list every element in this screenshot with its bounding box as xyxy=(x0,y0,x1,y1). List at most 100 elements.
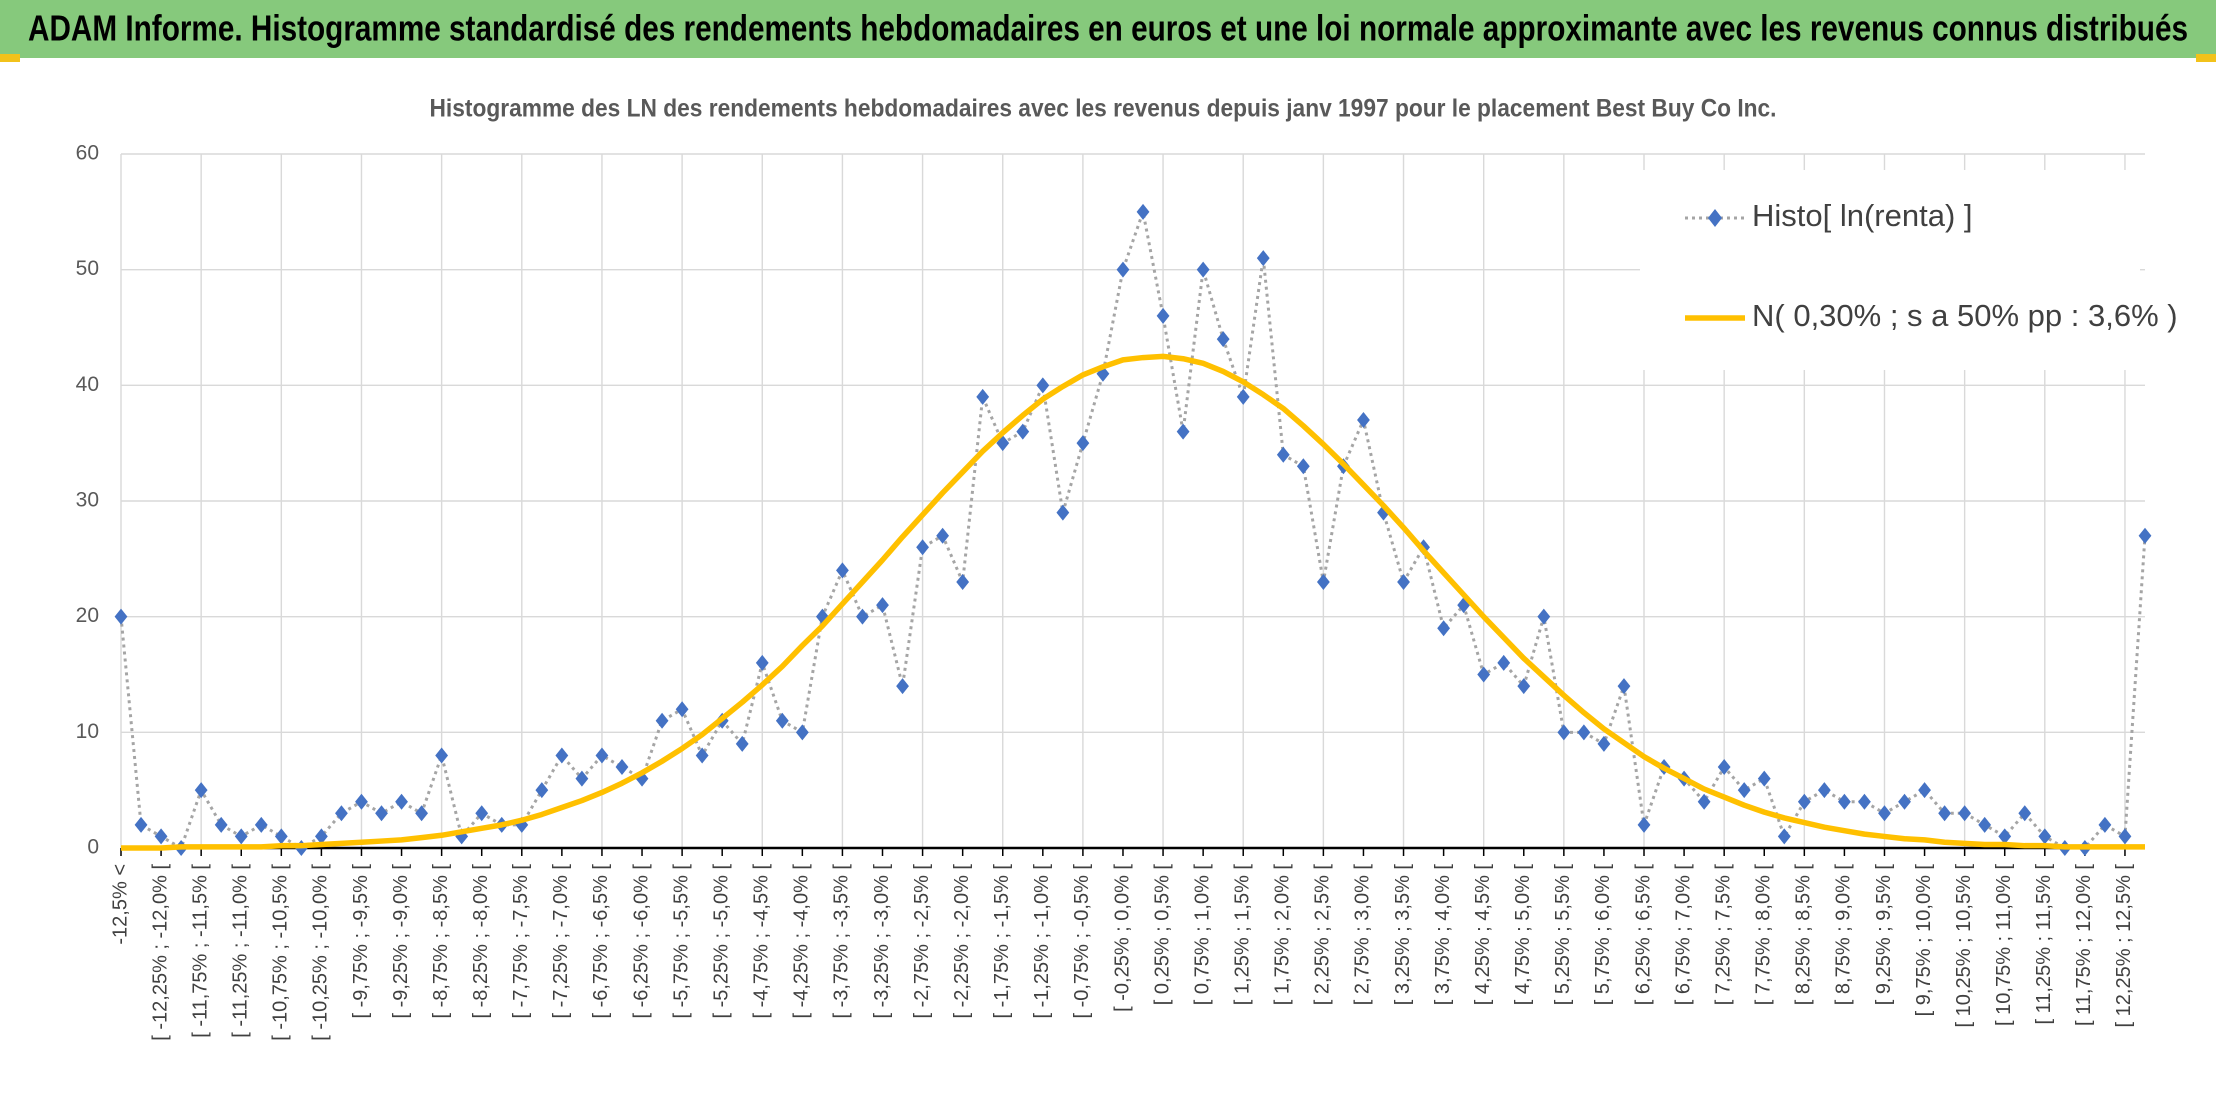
diamond-marker xyxy=(1958,805,1972,822)
diamond-marker xyxy=(1878,805,1891,822)
x-tick-label: [ 3,75% ; 4,0% [ xyxy=(1432,864,1454,1006)
diamond-marker xyxy=(1998,828,2012,845)
x-tick-label: [ 5,75% ; 6,0% [ xyxy=(1592,864,1614,1006)
diamond-marker xyxy=(775,712,789,729)
diamond-marker xyxy=(1777,828,1791,845)
x-tick-label: [ -11,25% ; -11,0% [ xyxy=(230,864,252,1038)
diamond-marker xyxy=(435,747,449,764)
diamond-marker xyxy=(1817,782,1831,799)
diamond-marker xyxy=(1757,770,1771,787)
diamond-marker xyxy=(836,562,849,579)
x-tick-label: [ -0,75% ; -0,5% [ xyxy=(1071,864,1093,1019)
x-tick-label: [ 3,25% ; 3,5% [ xyxy=(1392,864,1414,1006)
diamond-marker xyxy=(355,793,368,810)
x-tick-label: [ 6,75% ; 7,0% [ xyxy=(1672,864,1694,1006)
diamond-marker xyxy=(134,816,148,833)
diamond-marker xyxy=(856,608,869,625)
x-tick-label: [ -7,75% ; -7,5% [ xyxy=(510,864,532,1019)
x-tick-label: -12,5% < xyxy=(109,864,131,945)
diamond-marker xyxy=(1357,412,1370,429)
chart-title: Histogramme des LN des rendements hebdom… xyxy=(430,95,1777,123)
x-tick-label: [ 0,75% ; 1,0% [ xyxy=(1191,864,1213,1006)
x-tick-label: [ -5,75% ; -5,5% [ xyxy=(670,864,692,1019)
diamond-marker xyxy=(1036,377,1050,394)
diamond-marker xyxy=(1737,782,1751,799)
diamond-marker xyxy=(1276,446,1290,463)
diamond-marker xyxy=(1176,423,1190,440)
x-tick-label: [ -2,25% ; -2,0% [ xyxy=(951,864,973,1019)
diamond-marker xyxy=(1477,666,1491,683)
diamond-marker xyxy=(395,793,408,810)
diamond-marker xyxy=(1076,435,1090,452)
x-tick-label: [ -6,75% ; -6,5% [ xyxy=(590,864,612,1019)
diamond-marker xyxy=(314,828,328,845)
diamond-marker xyxy=(1637,816,1651,833)
x-tick-label: [ -12,25% ; -12,0% [ xyxy=(149,864,171,1041)
legend-box xyxy=(1640,170,2140,370)
diamond-marker xyxy=(1557,724,1571,741)
diamond-marker xyxy=(956,573,970,590)
x-tick-label: [ 9,25% ; 9,5% [ xyxy=(1873,864,1895,1006)
diamond-marker xyxy=(1156,307,1170,324)
diamond-marker xyxy=(795,724,809,741)
diamond-marker xyxy=(475,805,489,822)
diamond-marker xyxy=(1216,331,1230,348)
diamond-marker xyxy=(2098,816,2112,833)
x-tick-label: [ -8,25% ; -8,0% [ xyxy=(470,864,492,1019)
diamond-marker xyxy=(1256,250,1270,267)
y-tick-label: 40 xyxy=(76,373,99,396)
diamond-marker xyxy=(1838,793,1851,810)
x-tick-label: [ 4,75% ; 5,0% [ xyxy=(1512,864,1534,1006)
diamond-marker xyxy=(655,712,669,729)
x-tick-label: [ 7,75% ; 8,0% [ xyxy=(1753,864,1775,1006)
diamond-marker xyxy=(1497,654,1511,671)
diamond-marker xyxy=(375,805,388,822)
y-tick-label: 10 xyxy=(76,720,99,743)
diamond-marker xyxy=(2138,527,2152,544)
x-tick-label: [ -9,75% ; -9,5% [ xyxy=(350,864,372,1019)
corner-left xyxy=(0,54,20,62)
diamond-marker xyxy=(1016,423,1030,440)
corner-right xyxy=(2196,54,2216,62)
diamond-marker xyxy=(1397,573,1410,590)
x-tick-label: [ -3,25% ; -3,0% [ xyxy=(871,864,893,1019)
legend-label: N( 0,30% ; s a 50% pp : 3,6% ) xyxy=(1752,298,2178,333)
diamond-marker xyxy=(154,828,168,845)
histo-line xyxy=(119,206,2147,851)
diamond-marker xyxy=(254,816,268,833)
diamond-marker xyxy=(555,747,569,764)
diamond-marker xyxy=(976,388,990,405)
diamond-marker xyxy=(1196,261,1210,278)
diamond-marker xyxy=(936,527,950,544)
diamond-marker xyxy=(1597,735,1611,752)
x-tick-label: [ 11,75% ; 12,0% [ xyxy=(2073,864,2095,1026)
diamond-marker xyxy=(615,759,629,776)
x-tick-label: [ 8,25% ; 8,5% [ xyxy=(1793,864,1815,1006)
diamond-marker xyxy=(114,608,128,625)
diamond-marker xyxy=(194,782,208,799)
diamond-marker xyxy=(2118,828,2132,845)
diamond-marker xyxy=(1316,573,1330,590)
x-tick-label: [ -0,25% ; 0,0% [ xyxy=(1111,864,1133,1012)
diamond-marker xyxy=(675,701,689,718)
diamond-marker xyxy=(1377,504,1390,521)
diamond-marker xyxy=(1797,793,1811,810)
x-tick-label: [ -2,75% ; -2,5% [ xyxy=(911,864,933,1019)
x-tick-label: [ -1,75% ; -1,5% [ xyxy=(991,864,1013,1019)
diamond-marker xyxy=(1898,793,1911,810)
diamond-marker xyxy=(876,597,889,614)
x-tick-label: [ 2,25% ; 2,5% [ xyxy=(1312,864,1334,1006)
diamond-marker xyxy=(214,816,228,833)
x-tick-label: [ 4,25% ; 4,5% [ xyxy=(1472,864,1494,1006)
x-tick-label: [ 7,25% ; 7,5% [ xyxy=(1712,864,1734,1006)
x-tick-label: [ 11,25% ; 11,5% [ xyxy=(2033,864,2055,1025)
diamond-marker xyxy=(1537,608,1551,625)
x-tick-label: [ 9,75% ; 10,0% [ xyxy=(1913,864,1935,1017)
diamond-marker xyxy=(1517,678,1531,695)
diamond-marker xyxy=(1978,816,1992,833)
x-tick-label: [ 12,25% ; 12,5% [ xyxy=(2113,864,2135,1028)
diamond-marker xyxy=(916,539,929,556)
x-tick-label: [ -1,25% ; -1,0% [ xyxy=(1031,864,1053,1019)
legend-marker xyxy=(1708,209,1722,227)
